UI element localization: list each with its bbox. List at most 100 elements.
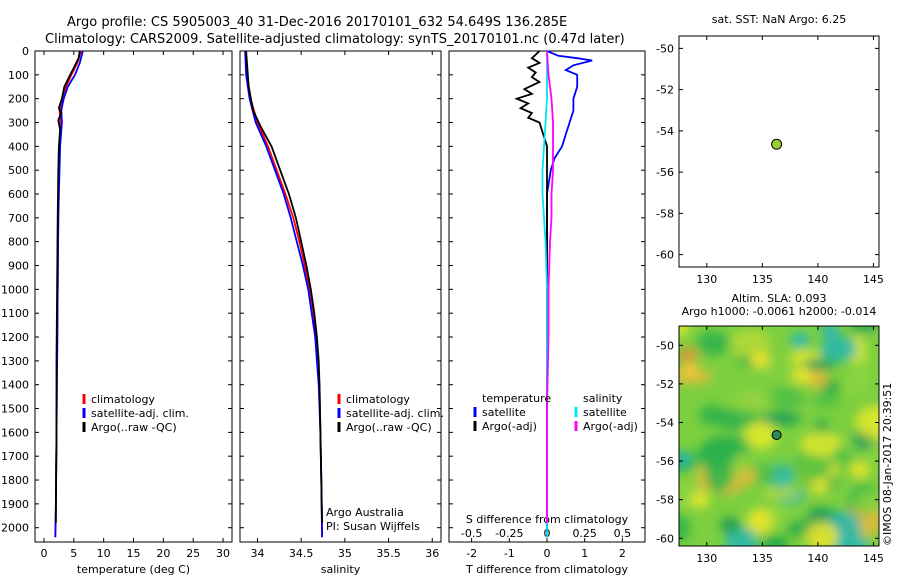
x-tick-label: 130 [696, 552, 717, 565]
x-tick-label: 145 [863, 273, 884, 286]
y-tick-label: -52 [656, 378, 674, 391]
x-tick-label: 36 [425, 547, 439, 560]
y-tick-label: -60 [656, 532, 674, 545]
map-title: sat. SST: NaN Argo: 6.25 [712, 13, 846, 26]
heatmap-cell [679, 451, 692, 467]
temperature-panel: 0100200300400500600700800900100011001200… [1, 45, 233, 576]
y-tick-label: 700 [8, 212, 29, 225]
heatmap-cell [760, 412, 802, 426]
heatmap-cell [679, 347, 698, 363]
x-tick-label: 20 [156, 547, 170, 560]
y-tick-label: 0 [22, 45, 29, 58]
x2-tick-label: 0.25 [572, 527, 597, 540]
heatmap-cell [750, 352, 770, 368]
legend-title-salinity: salinity [583, 392, 623, 405]
y-tick-label: -54 [656, 416, 674, 429]
heatmap-cell [761, 535, 789, 546]
heatmap-cell [744, 421, 777, 450]
x-tick-label: 34.5 [289, 547, 314, 560]
heatmap-cell [855, 492, 879, 513]
heatmap-cell [790, 332, 810, 348]
x-tick-label: 15 [127, 547, 141, 560]
map-frame [678, 325, 880, 547]
y-tick-label: 1900 [1, 498, 29, 511]
heatmap-cell [690, 492, 710, 508]
y-tick-label: 1000 [1, 283, 29, 296]
y-tick-label: 1400 [1, 379, 29, 392]
x-tick-label: 140 [807, 552, 828, 565]
heatmap-cell [819, 335, 858, 362]
heatmap-cell [749, 463, 778, 485]
x-tick-label: 5 [70, 547, 77, 560]
heatmap-cell [791, 449, 833, 481]
heatmap-cell [850, 462, 870, 478]
x-axis-label: temperature (deg C) [77, 563, 190, 576]
y-tick-label: -56 [656, 455, 674, 468]
heatmap-cell [696, 331, 731, 356]
header-line-2: Climatology: CARS2009. Satellite-adjuste… [45, 32, 625, 47]
heatmap-cell [810, 480, 829, 494]
y-tick-label: 600 [8, 188, 29, 201]
x-tick-label: 135 [752, 552, 773, 565]
sst-map-panel: sat. SST: NaN Argo: 6.25 130 135 140 145 -50 -… [656, 13, 884, 286]
legend-label: climatology [346, 393, 410, 406]
legend-title-temperature: temperature [482, 392, 551, 405]
heatmap-cell [831, 446, 852, 466]
heatmap-cell [805, 521, 839, 546]
y-tick-label: 1700 [1, 450, 29, 463]
y-tick-label: 900 [8, 260, 29, 273]
x-tick-label: -1 [504, 547, 515, 560]
heatmap-cell [790, 367, 814, 384]
header-line-1: Argo profile: CS 5905003_40 31-Dec-2016 … [67, 15, 567, 30]
difference-panel: -2 -1 0 1 2-0.5 -0.25 0 0.25 0.5T difference fro… [448, 50, 646, 576]
heatmap-cell [849, 326, 877, 333]
heatmap-cell [761, 486, 799, 499]
heatmap-cell [695, 440, 738, 471]
legend-label: satellite [583, 406, 627, 419]
series-line-temperature-argo-adj- [514, 50, 548, 523]
salinity-panel: 34 34.5 35 35.5 36 salinity climatologysatelli… [239, 50, 444, 576]
y-tick-label: -58 [656, 207, 674, 220]
y-tick-label: 300 [8, 117, 29, 130]
y-tick-label: 1100 [1, 307, 29, 320]
y-tick-label: 1600 [1, 426, 29, 439]
heatmap-cell [679, 326, 690, 336]
map-title: Altim. SLA: 0.093 [731, 292, 826, 305]
heatmap-cell [699, 404, 726, 426]
heatmap-cell [766, 386, 805, 411]
y-tick-label: 1500 [1, 403, 29, 416]
legend-label: satellite-adj. clim. [346, 407, 444, 420]
plot-frame [239, 50, 442, 543]
heatmap-cell [736, 466, 757, 486]
x-tick-label: 30 [216, 547, 230, 560]
legend-label: Argo(..raw -QC) [91, 421, 177, 434]
y-tick-label: 1800 [1, 474, 29, 487]
map-frame [678, 35, 880, 268]
heatmap-cell [731, 390, 774, 414]
series-line-argo-raw-qc- [245, 50, 323, 523]
legend-label: satellite-adj. clim. [91, 407, 189, 420]
x-tick-label: 34 [250, 547, 264, 560]
y-tick-label: 200 [8, 93, 29, 106]
map-subtitle: Argo h1000: -0.0061 h2000: -0.014 [682, 305, 877, 318]
y-tick-label: 400 [8, 140, 29, 153]
legend-label: climatology [91, 393, 155, 406]
x-axis-label: T difference from climatology [465, 563, 628, 576]
heatmap-cell [720, 517, 740, 533]
x-tick-label: 0 [40, 547, 47, 560]
series-line-salinity-argo-adj- [546, 50, 554, 523]
x-tick-label: 35 [338, 547, 352, 560]
y-tick-label: -50 [656, 42, 674, 55]
annotation-argo-australia: Argo Australia [326, 506, 404, 519]
heatmap-cell [679, 514, 690, 543]
series-line-argo-raw-qc- [55, 50, 81, 523]
imos-credit: ©IMOS 08-Jan-2017 20:39:51 [881, 383, 894, 546]
heatmap-cell [801, 431, 842, 457]
argo-location-marker [771, 138, 783, 150]
x-tick-label: 145 [863, 552, 884, 565]
legend-label: Argo(..raw -QC) [346, 421, 432, 434]
x-tick-label: 25 [186, 547, 200, 560]
y-tick-label: 800 [8, 236, 29, 249]
y-tick-label: -50 [656, 339, 674, 352]
